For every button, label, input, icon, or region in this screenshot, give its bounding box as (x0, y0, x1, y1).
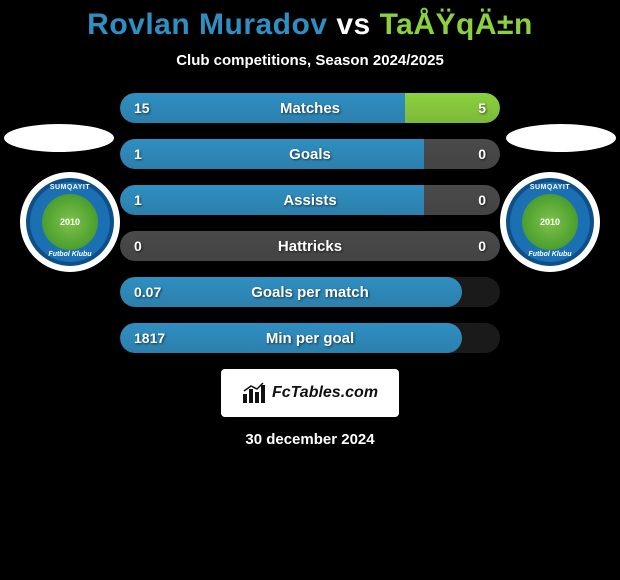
subtitle: Club competitions, Season 2024/2025 (0, 52, 620, 69)
badge-inner-right: 2010 (522, 194, 578, 250)
fctables-logo-box: FcTables.com (221, 369, 399, 417)
player-shadow-left (4, 124, 114, 152)
title-player1: Rovlan Muradov (87, 8, 327, 41)
title-player2: TaÅŸqÄ±n (380, 8, 533, 41)
logo-text: FcTables.com (272, 384, 378, 402)
badge-bottom-text: Futbol Klubu (48, 251, 91, 258)
club-badge-left: SUMQAYIT 2010 Futbol Klubu (20, 172, 120, 272)
stat-row: 1817Min per goal (120, 323, 500, 353)
stat-label: Goals (120, 146, 500, 163)
badge-inner-left: 2010 (42, 194, 98, 250)
stat-label: Assists (120, 192, 500, 209)
stat-row: 0.07Goals per match (120, 277, 500, 307)
stat-label: Hattricks (120, 238, 500, 255)
badge-top-text: SUMQAYIT (530, 184, 570, 191)
player-shadow-right (506, 124, 616, 152)
stat-bars-container: 155Matches 10Goals 10Assists 00Hattricks 0.0… (120, 93, 500, 353)
stat-row: 10Goals (120, 139, 500, 169)
comparison-title: Rovlan Muradov vs TaÅŸqÄ±n (0, 0, 620, 42)
date-text: 30 december 2024 (0, 431, 620, 448)
stat-label: Matches (120, 100, 500, 117)
stat-row: 155Matches (120, 93, 500, 123)
club-badge-right: SUMQAYIT 2010 Futbol Klubu (500, 172, 600, 272)
stat-label: Goals per match (120, 284, 500, 301)
stat-label: Min per goal (120, 330, 500, 347)
badge-top-text: SUMQAYIT (50, 184, 90, 191)
badge-bottom-text: Futbol Klubu (528, 251, 571, 258)
title-vs: vs (328, 8, 380, 41)
logo-chart-icon (242, 382, 268, 404)
stat-row: 10Assists (120, 185, 500, 215)
stat-row: 00Hattricks (120, 231, 500, 261)
